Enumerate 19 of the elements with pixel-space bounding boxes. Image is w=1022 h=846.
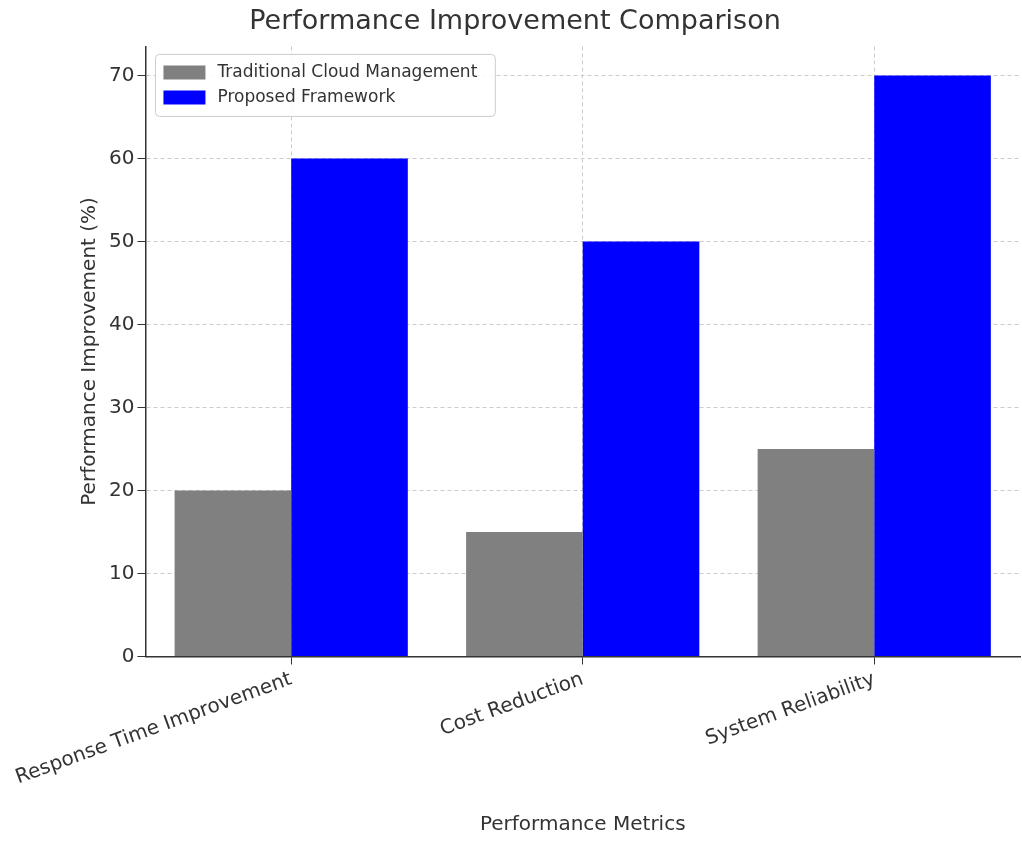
y-tick-label: 20 (108, 476, 135, 501)
y-tick-label: 40 (108, 310, 135, 335)
y-tick-label: 60 (108, 144, 135, 169)
bar (582, 241, 700, 656)
y-tick-label: 10 (108, 559, 135, 584)
x-axis-title: Performance Metrics (479, 811, 686, 836)
y-tick-label: 50 (108, 227, 135, 252)
bar (466, 531, 583, 656)
legend-label: Traditional Cloud Management (216, 60, 478, 81)
bar (291, 158, 408, 656)
y-tick-label: 0 (121, 642, 135, 667)
legend-label: Proposed Framework (217, 85, 396, 106)
chart-title: Performance Improvement Comparison (249, 4, 781, 36)
y-axis-title: Performance Improvement (%) (76, 197, 101, 506)
bar (174, 490, 292, 656)
bar (874, 75, 991, 656)
y-tick-label: 70 (108, 61, 135, 86)
y-tick-label: 30 (108, 393, 135, 418)
bar (757, 448, 875, 656)
